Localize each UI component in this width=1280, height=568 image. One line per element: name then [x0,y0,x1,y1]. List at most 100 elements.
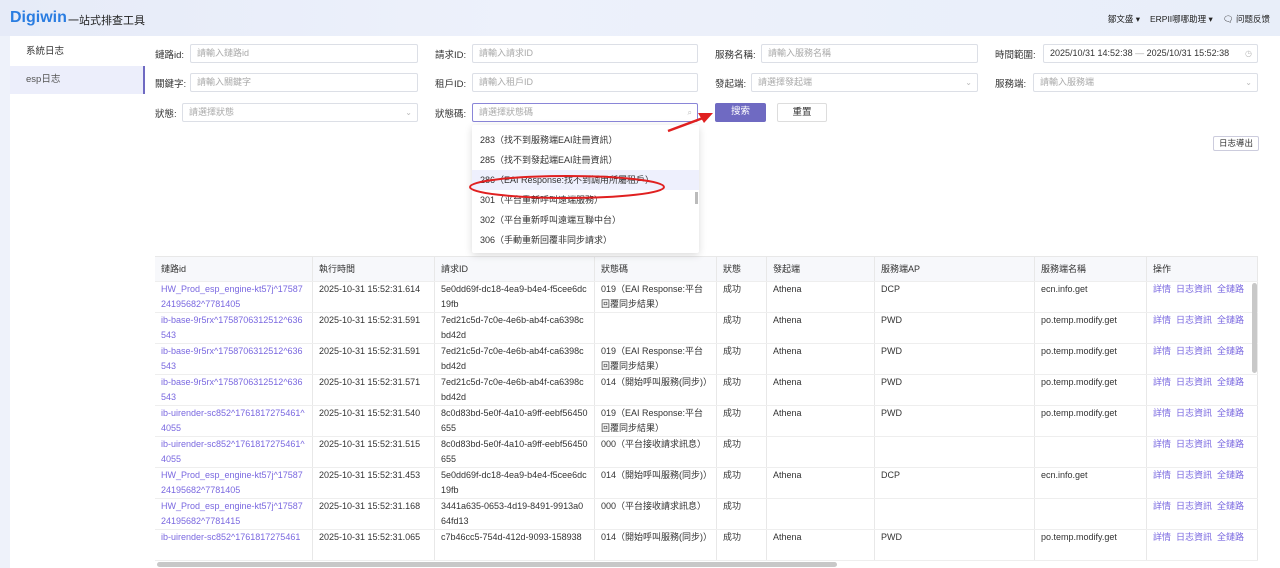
request-id-input[interactable]: 請輸入請求ID [472,44,698,63]
actions-cell: 詳情 日志資訊 全鏈路 [1147,530,1258,560]
user-menu[interactable]: 鄒文盛 ▾ [1107,14,1140,24]
request-id-label: 請求ID: [435,50,467,61]
link-id-link[interactable]: ib-base-9r5rx^1758706312512^636543 [155,375,313,405]
action-details-link[interactable]: 詳情 [1153,408,1172,418]
initiator-label: 發起端: [715,79,747,90]
actions-cell: 詳情 日志資訊 全鏈路 [1147,282,1258,312]
time-range-picker[interactable]: 2025/10/31 14:52:38 — 2025/10/31 15:52:3… [1043,44,1258,63]
action-log-info-link[interactable]: 日志資訊 [1176,532,1213,542]
user-name: 鄒文盛 [1107,14,1134,24]
action-details-link[interactable]: 詳情 [1153,315,1172,325]
table-row[interactable]: HW_Prod_esp_engine-kt57j^1758724195682^7… [155,282,1258,313]
action-full-link-link[interactable]: 全鏈路 [1217,470,1245,480]
server-placeholder: 請輸入服務端 [1040,77,1095,87]
status-code-option[interactable]: 285（找不到發起端EAI註冊資訊） [480,155,618,165]
actions-cell: 詳情 日志資訊 全鏈路 [1147,344,1258,374]
action-log-info-link[interactable]: 日志資訊 [1176,470,1213,480]
action-details-link[interactable]: 詳情 [1153,439,1172,449]
service-name-input[interactable]: 請輸入服務名稱 [761,44,978,63]
action-log-info-link[interactable]: 日志資訊 [1176,377,1213,387]
table-cell: 5e0dd69f-dc18-4ea9-b4e4-f5cee6dc19fb [435,282,595,312]
tenant-id-input[interactable]: 請輸入租戶ID [472,73,698,92]
action-full-link-link[interactable]: 全鏈路 [1217,439,1245,449]
reset-button[interactable]: 重置 [777,103,827,122]
status-code-option[interactable]: 283（找不到服務端EAI註冊資訊） [480,135,618,145]
status-code-placeholder: 請選擇狀態碼 [479,107,534,117]
sidebar-item-esp-log[interactable]: esp日志 [10,66,145,94]
status-code-select[interactable]: 請選擇狀態碼 ⌕ [472,103,698,122]
link-id-link[interactable]: HW_Prod_esp_engine-kt57j^1758724195682^7… [155,282,313,312]
status-code-option[interactable]: 301（平台重新呼叫遠端服務） [480,195,604,205]
action-details-link[interactable]: 詳情 [1153,284,1172,294]
status-code-option[interactable]: 306（手動重新回覆非同步請求） [480,235,613,245]
table-row[interactable]: HW_Prod_esp_engine-kt57j^1758724195682^7… [155,468,1258,499]
table-cell: PWD [875,313,1035,343]
link-id-input[interactable]: 請輸入鏈路id [190,44,418,63]
action-details-link[interactable]: 詳情 [1153,377,1172,387]
initiator-select[interactable]: 請選擇發起端 ⌄ [751,73,978,92]
service-name-label: 服務名稱: [715,50,756,61]
feedback-button[interactable]: 🗨 问题反馈 [1223,13,1270,25]
table-row[interactable]: HW_Prod_esp_engine-kt57j^1758724195682^7… [155,499,1258,530]
table-cell: 8c0d83bd-5e0f-4a10-a9ff-eebf56450655 [435,406,595,436]
table-cell: 2025-10-31 15:52:31.614 [313,282,435,312]
status-select[interactable]: 請選擇狀態 ⌄ [182,103,418,122]
action-log-info-link[interactable]: 日志資訊 [1176,315,1213,325]
table-cell: 019（EAI Response:平台回覆同步結果） [595,344,717,374]
server-label: 服務端: [995,79,1027,90]
table-cell: 成功 [717,437,767,467]
server-select[interactable]: 請輸入服務端 ⌄ [1033,73,1258,92]
main-panel [145,36,1280,568]
sidebar-item-system-log[interactable]: 系統日志 [26,46,65,57]
dropdown-scrollbar[interactable] [695,192,698,204]
status-code-option[interactable]: 286（EAI Response:找不到調用所屬租戶） [472,170,699,190]
table-row[interactable]: ib-base-9r5rx^1758706312512^636543 2025-1… [155,313,1258,344]
link-id-link[interactable]: ib-base-9r5rx^1758706312512^636543 [155,313,313,343]
table-cell: 2025-10-31 15:52:31.591 [313,313,435,343]
table-cell: Athena [767,344,875,374]
link-id-link[interactable]: ib-base-9r5rx^1758706312512^636543 [155,344,313,374]
action-log-info-link[interactable]: 日志資訊 [1176,501,1213,511]
link-id-link[interactable]: ib-uirender-sc852^1761817275461^4055 [155,406,313,436]
time-end: 2025/10/31 15:52:38 [1146,48,1230,58]
action-details-link[interactable]: 詳情 [1153,346,1172,356]
table-row[interactable]: ib-uirender-sc852^1761817275461 2025-10-3… [155,530,1258,561]
action-full-link-link[interactable]: 全鏈路 [1217,532,1245,542]
action-log-info-link[interactable]: 日志資訊 [1176,439,1213,449]
action-log-info-link[interactable]: 日志資訊 [1176,284,1213,294]
keyword-input[interactable]: 請輸入關鍵字 [190,73,418,92]
action-details-link[interactable]: 詳情 [1153,470,1172,480]
search-button[interactable]: 搜索 [715,103,766,122]
table-row[interactable]: ib-uirender-sc852^1761817275461^4055 2025… [155,437,1258,468]
link-id-link[interactable]: ib-uirender-sc852^1761817275461 [155,530,313,560]
action-full-link-link[interactable]: 全鏈路 [1217,377,1245,387]
action-full-link-link[interactable]: 全鏈路 [1217,315,1245,325]
action-full-link-link[interactable]: 全鏈路 [1217,346,1245,356]
table-vertical-scrollbar[interactable] [1252,283,1257,373]
status-code-option[interactable]: 302（平台重新呼叫遠端互聯中台） [480,215,622,225]
table-row[interactable]: ib-base-9r5rx^1758706312512^636543 2025-1… [155,375,1258,406]
action-log-info-link[interactable]: 日志資訊 [1176,408,1213,418]
table-cell: 成功 [717,313,767,343]
table-header-row: 鏈路id 執行時間 請求ID 狀態碼 狀態 發起端 服務端AP 服務端名稱 操作 [155,257,1258,282]
table-cell: 成功 [717,530,767,560]
assistant-menu[interactable]: ERPII哪哪助理 ▾ [1149,14,1213,24]
action-details-link[interactable]: 詳情 [1153,501,1172,511]
table-row[interactable]: ib-uirender-sc852^1761817275461^4055 2025… [155,406,1258,437]
tenant-id-label: 租戶ID: [435,79,467,90]
table-horizontal-scrollbar[interactable] [157,562,837,567]
table-cell: 019（EAI Response:平台回覆同步結果） [595,282,717,312]
link-id-link[interactable]: HW_Prod_esp_engine-kt57j^1758724195682^7… [155,499,313,529]
column-header: 請求ID [435,257,595,281]
action-full-link-link[interactable]: 全鏈路 [1217,408,1245,418]
link-id-link[interactable]: ib-uirender-sc852^1761817275461^4055 [155,437,313,467]
table-row[interactable]: ib-base-9r5rx^1758706312512^636543 2025-1… [155,344,1258,375]
action-details-link[interactable]: 詳情 [1153,532,1172,542]
action-full-link-link[interactable]: 全鏈路 [1217,284,1245,294]
link-id-link[interactable]: HW_Prod_esp_engine-kt57j^1758724195682^7… [155,468,313,498]
app-title: 一站式排查工具 [68,15,145,27]
action-full-link-link[interactable]: 全鏈路 [1217,501,1245,511]
initiator-placeholder: 請選擇發起端 [758,77,813,87]
export-log-button[interactable]: 日志導出 [1213,136,1259,151]
action-log-info-link[interactable]: 日志資訊 [1176,346,1213,356]
